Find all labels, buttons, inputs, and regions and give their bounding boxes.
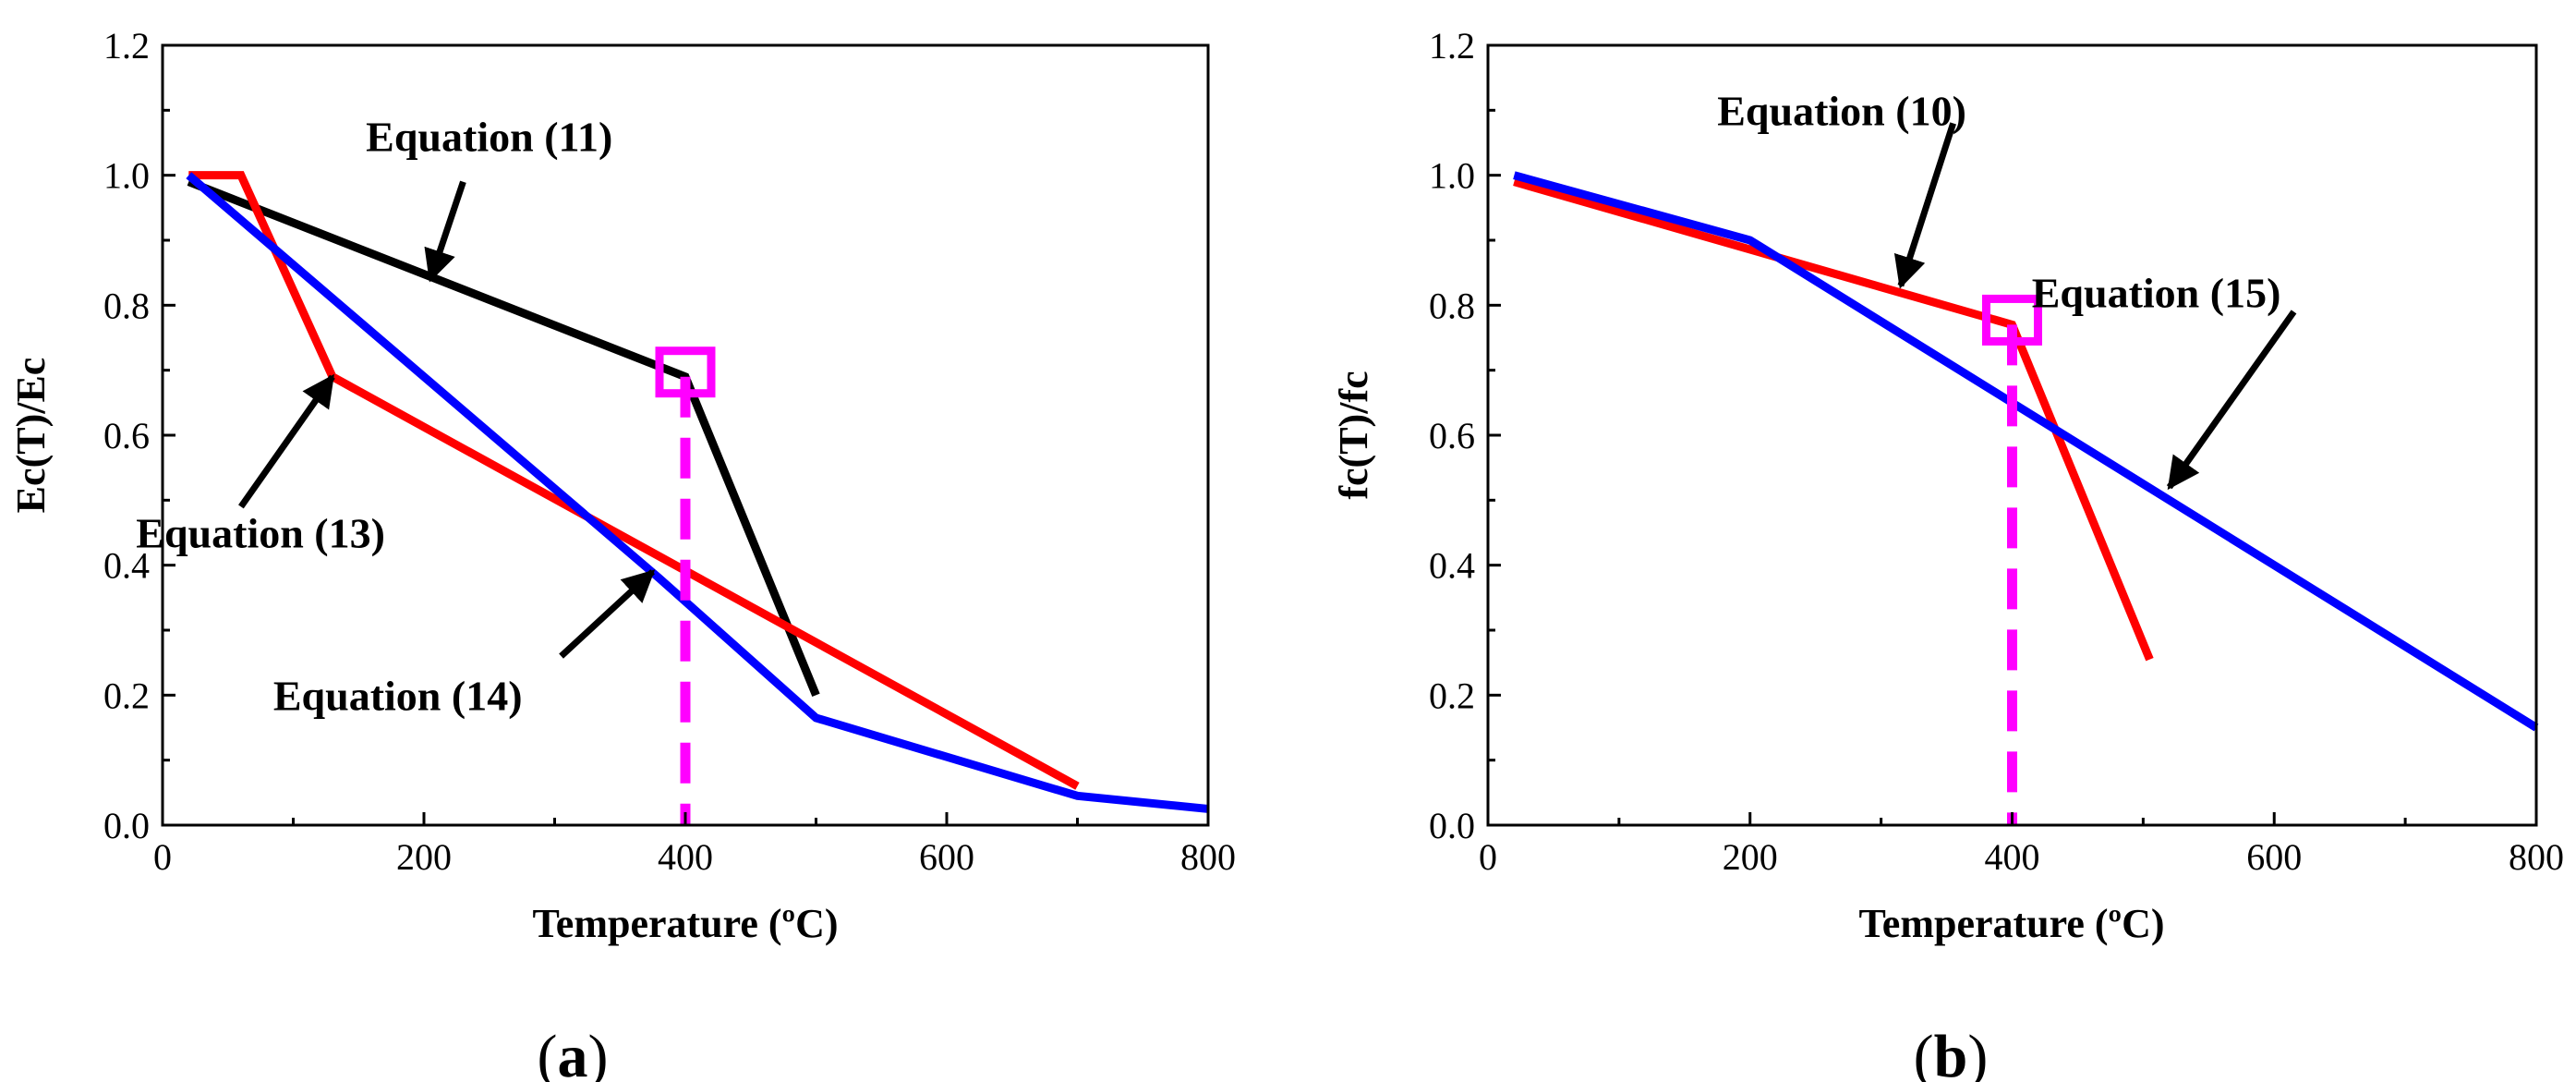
- annotation-label-a-1: Equation (11): [366, 113, 612, 160]
- x-tick-label-a-4: 800: [1180, 836, 1236, 878]
- y-tick-label-b-6: 1.2: [1429, 25, 1475, 67]
- annotation-label-b-1: Equation (10): [1717, 87, 1966, 134]
- y-tick-label-a-1: 0.2: [103, 675, 150, 716]
- annotation-arrow-a-1: [424, 180, 466, 283]
- y-tick-label-b-1: 0.2: [1429, 675, 1475, 716]
- y-tick-label-b-5: 1.0: [1429, 155, 1475, 197]
- x-tick-label-b-1: 200: [1723, 836, 1778, 878]
- y-tick-label-b-3: 0.6: [1429, 415, 1475, 456]
- series-line-a-3: [186, 172, 1209, 813]
- panel-label-b-letter: b: [1934, 1023, 1968, 1082]
- y-tick-label-a-4: 0.8: [103, 285, 150, 326]
- panel-label-b: (b): [1914, 1023, 1989, 1082]
- x-tick-label-b-4: 800: [2509, 836, 2564, 878]
- annotation-label-b-2: Equation (15): [2032, 269, 2281, 316]
- annotation-label-a-3: Equation (14): [273, 672, 523, 719]
- chart-panel-a: 0 200 400 600 800 0.0 0.2 0.4 0.6 0.8 1.0 1.2 Temper…: [8, 25, 1236, 946]
- series-line-b-2: [1513, 171, 2539, 732]
- x-axis-title-a: Temperature (ºC): [532, 901, 838, 946]
- annotation-arrow-b-1: [1893, 122, 1956, 289]
- annotation-arrow-b-2: [2166, 310, 2297, 491]
- chart-panel-b: 0 200 400 600 800 0.0 0.2 0.4 0.6 0.8 1.0 1.2 Temper…: [1331, 25, 2564, 946]
- y-tick-label-a-6: 1.2: [103, 25, 150, 67]
- annotation-label-a-2: Equation (13): [136, 510, 385, 557]
- y-tick-label-a-2: 0.4: [103, 545, 150, 587]
- y-tick-label-b-0: 0.0: [1429, 805, 1475, 846]
- y-tick-label-a-3: 0.6: [103, 415, 150, 456]
- x-tick-label-a-1: 200: [396, 836, 452, 878]
- annotation-arrow-a-2: [238, 373, 335, 509]
- marker-square-a: [655, 346, 716, 398]
- y-tick-label-b-4: 0.8: [1429, 285, 1475, 326]
- panel-label-a: (a): [538, 1023, 609, 1082]
- annotation-arrow-a-3: [559, 569, 656, 659]
- x-axis-title-b: Temperature (ºC): [1858, 901, 2164, 946]
- series-line-a-2: [188, 171, 1080, 790]
- x-tick-label-a-3: 600: [919, 836, 974, 878]
- x-tick-label-b-0: 0: [1479, 836, 1497, 878]
- x-tick-label-b-3: 600: [2246, 836, 2302, 878]
- marker-square-b: [1982, 294, 2042, 346]
- y-tick-label-b-2: 0.4: [1429, 545, 1475, 587]
- y-tick-label-a-0: 0.0: [103, 805, 150, 846]
- y-axis-title-b: fc(T)/fc: [1331, 371, 1376, 499]
- panel-label-a-letter: a: [558, 1023, 588, 1082]
- y-axis-title-a: Ec(T)/Ec: [8, 358, 54, 514]
- x-tick-label-a-0: 0: [153, 836, 172, 878]
- x-tick-label-a-2: 400: [658, 836, 713, 878]
- y-tick-label-a-5: 1.0: [103, 155, 150, 197]
- series-line-b-1: [1513, 177, 2154, 662]
- x-tick-label-b-2: 400: [1985, 836, 2040, 878]
